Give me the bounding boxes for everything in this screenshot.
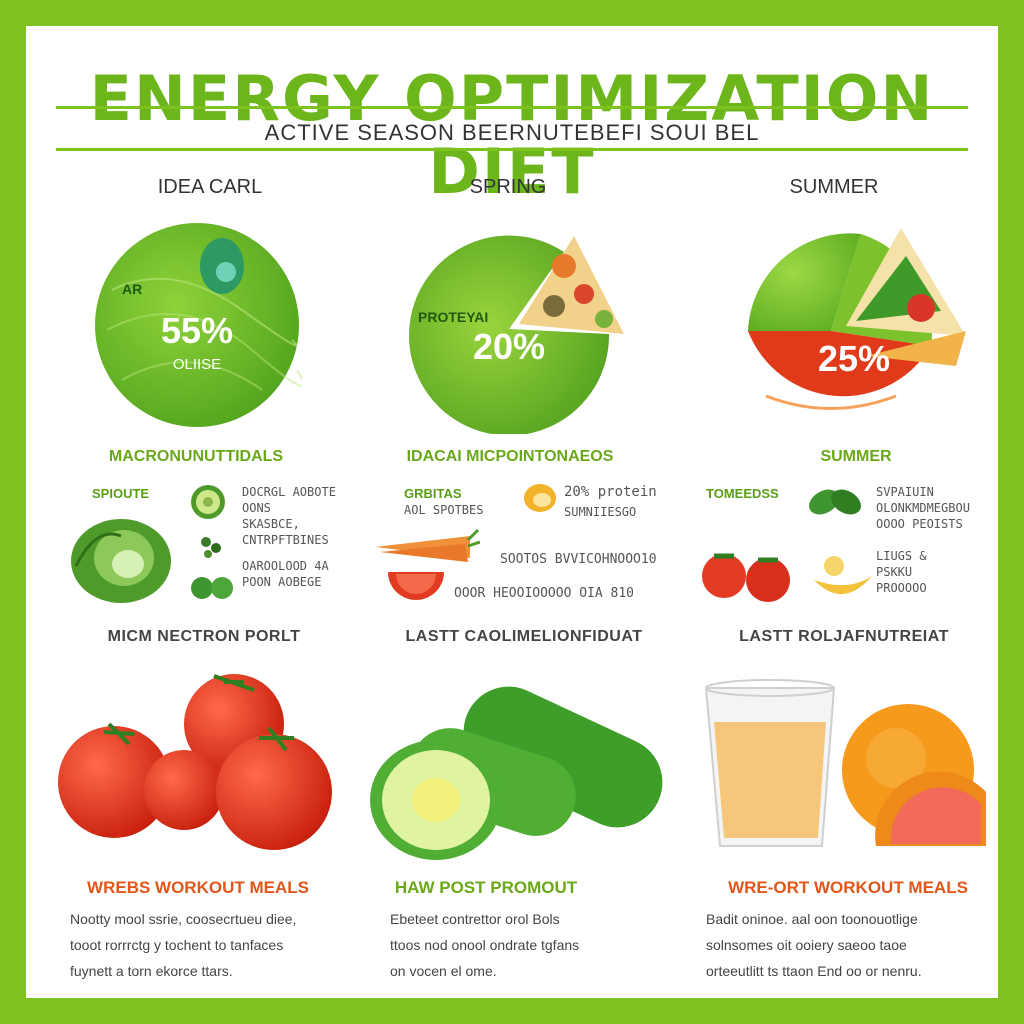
title-rule-bottom	[56, 148, 968, 151]
section-2-item: OOOR HEOOIOOOOO OIA 810	[454, 586, 635, 601]
section-1-item: CNTRPFTBINES	[242, 533, 329, 547]
row-heading-3: LASTT ROLJAFNUTREIAT	[739, 628, 949, 645]
section-2-tag2: AOL SPOTBES	[404, 503, 484, 517]
juice-glass-icon	[704, 679, 836, 847]
section-1-items: DOCRGL AOBOTE OONS SKASBCE, CNTRPFTBINES…	[242, 484, 362, 590]
meal-3-line: Badit oninoe. aal oon toonouotlige	[706, 911, 918, 927]
tomato-slice-icon	[388, 572, 444, 600]
row-heading-1: MICM NECTRON PORLT	[107, 628, 301, 645]
infographic-panel: ENERGY OPTIMIZATION DIET ACTIVE SEASON B…	[26, 26, 998, 998]
pie-1-percent: 55%	[160, 310, 234, 351]
meal-2-line: ttoos nod onool ondrate tgfans	[390, 937, 580, 953]
section-heading-2: IDACAI MICPOINTONAEOS	[406, 448, 614, 465]
cucumber-icon	[370, 686, 663, 860]
section-1-item: POON AOBEGE	[242, 575, 322, 589]
tomato-icon	[702, 553, 790, 602]
section-3-item: OLONKMDMEGBOU	[876, 501, 970, 515]
section-1-item: DOCRGL AOBOTE	[242, 485, 336, 499]
pie-chart-3	[748, 228, 966, 410]
season-label-3: SUMMER	[789, 176, 879, 198]
meal-2-line: Ebeteet contrettor orol Bols	[390, 911, 560, 927]
section-2-tag: GRBITAS	[404, 486, 462, 501]
section-3-items-top: SVPAIUIN OLONKMDMEGBOU OOOO PEOISTS	[876, 484, 998, 532]
pie-chart-2: PROTEYAI	[409, 235, 624, 434]
meal-3-line: orteeutlitt ts ttaon End oo or nenru.	[706, 963, 922, 979]
spinach-icon	[809, 489, 861, 515]
meal-1-line: tooot rorrrctg y tochent to tanfaces	[70, 937, 284, 953]
section-1-tag: SPIOUTE	[92, 486, 150, 501]
section-3-item: OOOO PEOISTS	[876, 517, 963, 531]
pea-icon	[191, 577, 233, 599]
meal-1-line: fuynett a torn ekorce ttars.	[70, 963, 233, 979]
meal-2-line: on vocen el ome.	[390, 963, 497, 979]
title-rule-top	[56, 106, 968, 109]
season-label-2: SPRING	[469, 176, 547, 198]
lemon-icon	[524, 484, 556, 512]
section-3-tag: TOMEEDSS	[706, 486, 779, 501]
section-3-item: PSKKU	[876, 565, 913, 579]
carrot-icon	[375, 528, 480, 562]
grapefruit-icon	[842, 704, 986, 846]
meal-heading-2: HAW POST PROMOUT	[394, 878, 578, 897]
banana-icon	[814, 556, 872, 595]
meal-description-3: Badit oninoe. aal oon toonouotlige solns…	[706, 906, 996, 984]
section-3-item: PROOOOO	[876, 581, 927, 595]
section-1-item: SKASBCE,	[242, 517, 300, 531]
section-2-item: SOOTOS BVVICOHNOOO10	[500, 552, 657, 567]
meal-description-2: Ebeteet contrettor orol Bols ttoos nod o…	[390, 906, 690, 984]
tomato-group-icon	[58, 674, 332, 850]
meal-heading-1: WREBS WORKOUT MEALS	[87, 878, 309, 897]
meal-description-1: Nootty mool ssrie, coosecrtueu diee, too…	[70, 906, 370, 984]
row-heading-2: LASTT CAOLIMELIONFIDUAT	[405, 628, 643, 645]
section-1-item: OONS	[242, 501, 271, 515]
pie-1-sublabel: OLIISE	[172, 356, 222, 373]
meal-3-line: solnsomes oit ooiery saeoo taoe	[706, 937, 907, 953]
section-1-item: OAROOLOOD 4A	[242, 559, 329, 573]
herb-icon	[201, 537, 221, 558]
section-3-item: LIUGS &	[876, 549, 927, 563]
cabbage-icon	[71, 519, 171, 603]
season-label-1: IDEA CARL	[157, 176, 263, 198]
section-3-item: SVPAIUIN	[876, 485, 934, 499]
meal-1-line: Nootty mool ssrie, coosecrtueu diee,	[70, 911, 297, 927]
section-heading-3: SUMMER	[820, 448, 892, 465]
page-title: ENERGY OPTIMIZATION DIET	[89, 62, 935, 208]
section-2-item: 20% protein	[564, 484, 657, 500]
section-2-item: SUMNIIESGO	[564, 505, 637, 519]
meal-heading-3: WRE-ORT WORKOUT MEALS	[728, 878, 968, 897]
pie-3-percent: 25%	[817, 338, 891, 379]
pie-1-tag: AR	[122, 281, 142, 297]
pie-chart-1: AR	[95, 223, 302, 427]
section-3-items-bottom: LIUGS & PSKKU PROOOOO	[876, 548, 998, 596]
pie-2-tag: PROTEYAI	[418, 309, 488, 325]
subtitle: ACTIVE SEASON BEERNUTEBEFI SOUI BEL	[264, 120, 760, 145]
section-heading-1: MACRONUNUTTIDALS	[108, 448, 284, 465]
pie-2-percent: 20%	[472, 326, 546, 367]
avocado-icon	[191, 485, 225, 519]
